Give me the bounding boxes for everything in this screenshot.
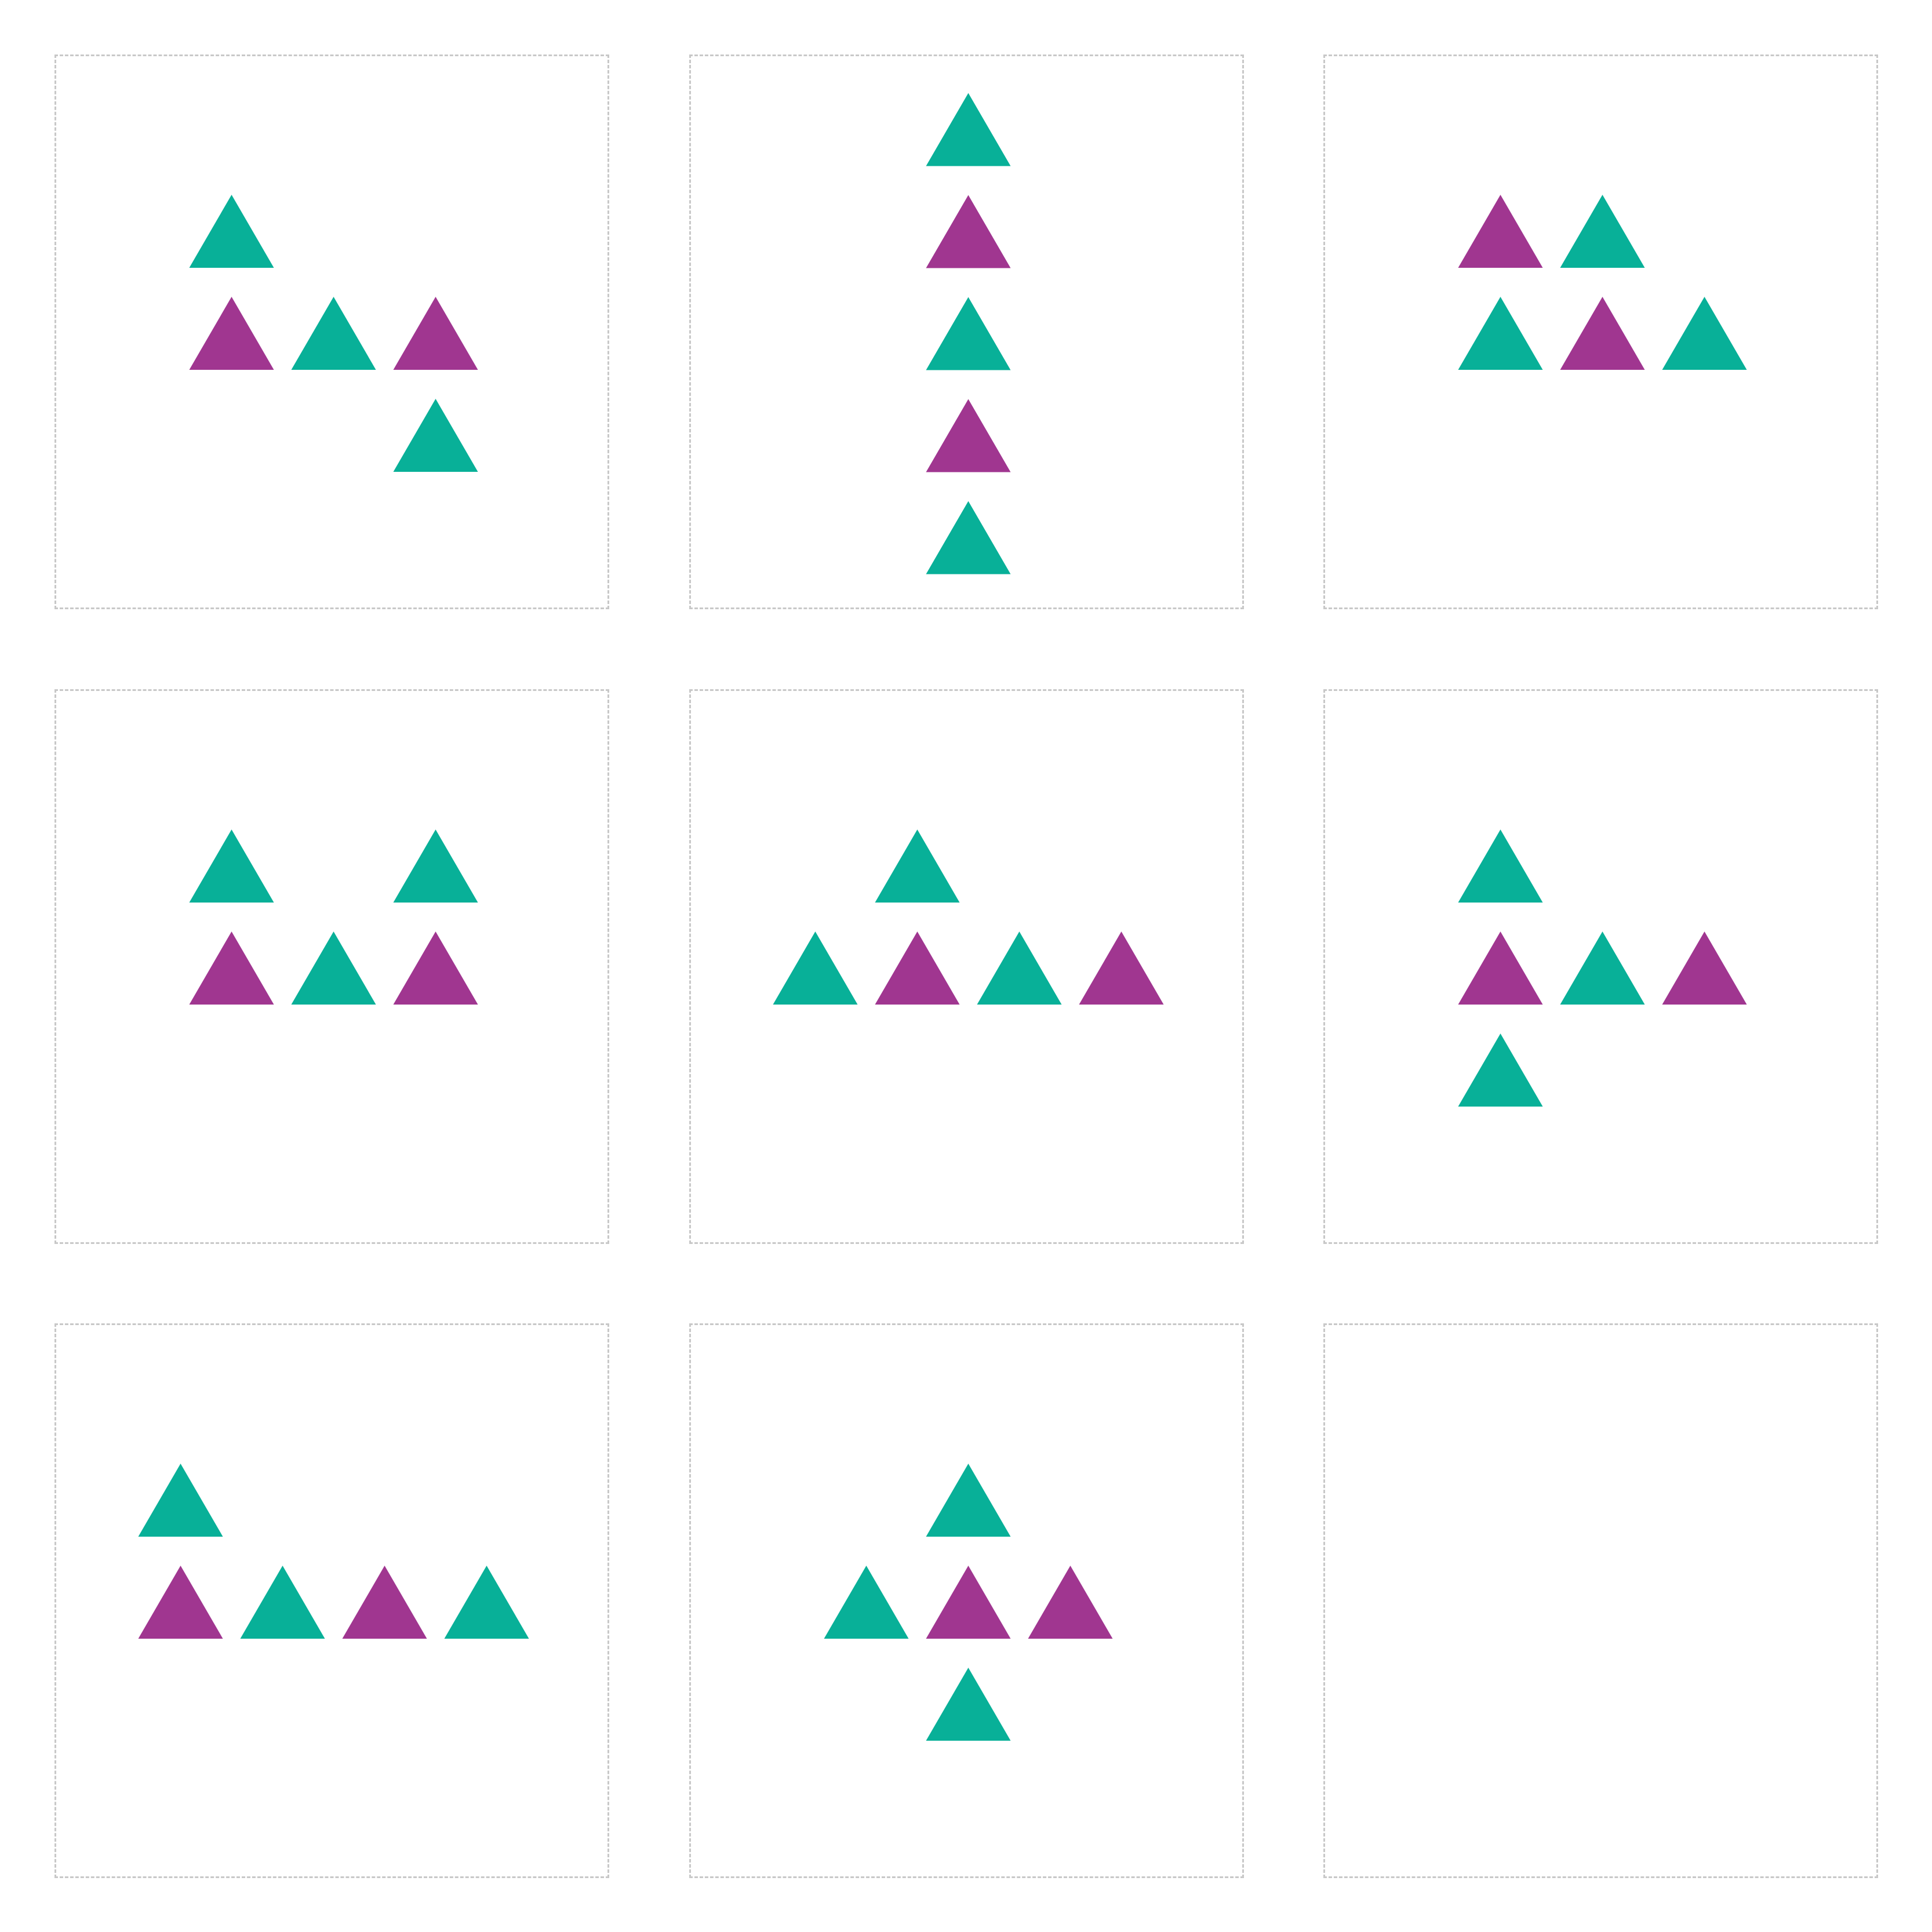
teal-triangle — [1458, 297, 1543, 370]
purple-triangle — [1458, 195, 1543, 268]
teal-triangle — [1662, 297, 1747, 370]
teal-triangle — [773, 932, 858, 1005]
pattern-panel — [689, 1323, 1244, 1878]
purple-triangle — [189, 932, 274, 1005]
pattern-panel — [1323, 689, 1878, 1244]
teal-triangle — [291, 932, 376, 1005]
panel-shapes — [926, 93, 1011, 574]
purple-triangle — [1560, 297, 1645, 370]
teal-triangle — [977, 932, 1062, 1005]
pattern-panel — [54, 1323, 609, 1878]
teal-triangle — [291, 297, 376, 370]
panel-shapes — [824, 1464, 1113, 1741]
purple-triangle — [342, 1566, 427, 1639]
purple-triangle — [1458, 932, 1543, 1005]
teal-triangle — [926, 297, 1011, 370]
pattern-panel — [689, 54, 1244, 609]
purple-triangle — [393, 297, 478, 370]
pattern-panel — [1323, 54, 1878, 609]
purple-triangle — [926, 1566, 1011, 1639]
purple-triangle — [926, 195, 1011, 268]
panel-shapes — [138, 1464, 529, 1639]
panel-shapes — [1325, 1325, 1880, 1880]
teal-triangle — [875, 829, 960, 903]
teal-triangle — [1458, 829, 1543, 903]
panel-shapes — [1458, 195, 1747, 370]
panel-shapes — [189, 829, 478, 1005]
teal-triangle — [824, 1566, 909, 1639]
teal-triangle — [926, 1668, 1011, 1741]
teal-triangle — [189, 195, 274, 268]
panel-shapes — [773, 829, 1164, 1005]
teal-triangle — [138, 1464, 223, 1537]
teal-triangle — [1560, 932, 1645, 1005]
teal-triangle — [189, 829, 274, 903]
purple-triangle — [189, 297, 274, 370]
pattern-panel — [54, 689, 609, 1244]
teal-triangle — [926, 501, 1011, 574]
purple-triangle — [875, 932, 960, 1005]
purple-triangle — [1662, 932, 1747, 1005]
teal-triangle — [393, 399, 478, 472]
pattern-panel — [689, 689, 1244, 1244]
teal-triangle — [926, 1464, 1011, 1537]
purple-triangle — [926, 399, 1011, 472]
teal-triangle — [393, 829, 478, 903]
teal-triangle — [444, 1566, 529, 1639]
teal-triangle — [240, 1566, 325, 1639]
panel-shapes — [189, 195, 478, 472]
teal-triangle — [1560, 195, 1645, 268]
purple-triangle — [1028, 1566, 1113, 1639]
pattern-panel — [54, 54, 609, 609]
panel-shapes — [1458, 829, 1747, 1107]
answer-panel-empty[interactable] — [1323, 1323, 1878, 1878]
teal-triangle — [1458, 1034, 1543, 1107]
purple-triangle — [138, 1566, 223, 1639]
teal-triangle — [926, 93, 1011, 166]
purple-triangle — [1079, 932, 1164, 1005]
purple-triangle — [393, 932, 478, 1005]
